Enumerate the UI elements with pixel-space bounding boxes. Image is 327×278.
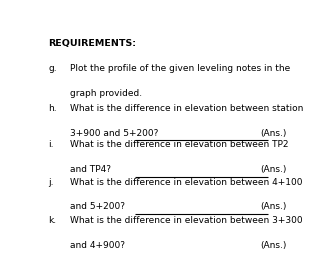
Text: (Ans.): (Ans.): [260, 241, 287, 250]
Text: 3+900 and 5+200?: 3+900 and 5+200?: [70, 129, 158, 138]
Text: (Ans.): (Ans.): [260, 165, 287, 174]
Text: g.: g.: [48, 64, 57, 73]
Text: What is the difference in elevation between 3+300: What is the difference in elevation betw…: [70, 216, 303, 225]
Text: graph provided.: graph provided.: [70, 89, 142, 98]
Text: REQUIREMENTS:: REQUIREMENTS:: [48, 39, 136, 48]
Text: (Ans.): (Ans.): [260, 129, 287, 138]
Text: What is the difference in elevation between TP2: What is the difference in elevation betw…: [70, 140, 288, 149]
Text: h.: h.: [48, 104, 57, 113]
Text: What is the difference in elevation between station: What is the difference in elevation betw…: [70, 104, 303, 113]
Text: Plot the profile of the given leveling notes in the: Plot the profile of the given leveling n…: [70, 64, 290, 73]
Text: and 4+900?: and 4+900?: [70, 241, 125, 250]
Text: j.: j.: [48, 178, 54, 187]
Text: (Ans.): (Ans.): [260, 202, 287, 212]
Text: k.: k.: [48, 216, 57, 225]
Text: and 5+200?: and 5+200?: [70, 202, 125, 212]
Text: and TP4?: and TP4?: [70, 165, 111, 174]
Text: i.: i.: [48, 140, 54, 149]
Text: What is the difference in elevation between 4+100: What is the difference in elevation betw…: [70, 178, 302, 187]
